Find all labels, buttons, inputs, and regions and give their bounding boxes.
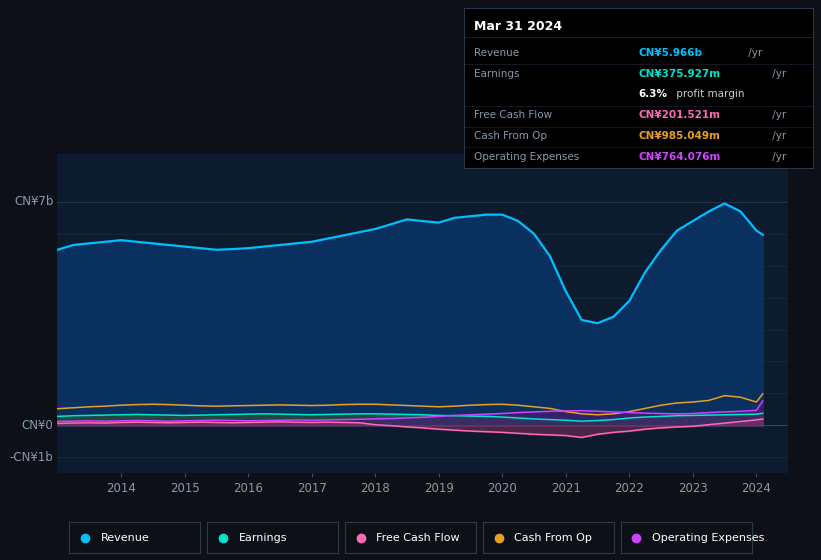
Text: Cash From Op: Cash From Op: [514, 533, 592, 543]
Text: Earnings: Earnings: [475, 68, 520, 78]
Text: CN¥0: CN¥0: [21, 419, 53, 432]
Text: Operating Expenses: Operating Expenses: [652, 533, 764, 543]
Text: CN¥764.076m: CN¥764.076m: [639, 152, 721, 162]
Text: 6.3%: 6.3%: [639, 90, 667, 99]
Text: Earnings: Earnings: [238, 533, 287, 543]
Text: CN¥5.966b: CN¥5.966b: [639, 48, 702, 58]
Text: -CN¥1b: -CN¥1b: [10, 451, 53, 464]
Text: /yr: /yr: [768, 110, 786, 120]
Text: /yr: /yr: [768, 68, 786, 78]
Text: CN¥7b: CN¥7b: [14, 195, 53, 208]
Text: /yr: /yr: [768, 152, 786, 162]
Text: Free Cash Flow: Free Cash Flow: [376, 533, 460, 543]
Text: CN¥201.521m: CN¥201.521m: [639, 110, 720, 120]
Text: profit margin: profit margin: [673, 90, 745, 99]
Text: Free Cash Flow: Free Cash Flow: [475, 110, 553, 120]
Text: /yr: /yr: [768, 131, 786, 141]
Text: Revenue: Revenue: [100, 533, 149, 543]
Text: Mar 31 2024: Mar 31 2024: [475, 20, 562, 32]
Text: Operating Expenses: Operating Expenses: [475, 152, 580, 162]
Text: Cash From Op: Cash From Op: [475, 131, 548, 141]
Text: Revenue: Revenue: [475, 48, 520, 58]
Text: CN¥375.927m: CN¥375.927m: [639, 68, 721, 78]
Text: CN¥985.049m: CN¥985.049m: [639, 131, 720, 141]
Text: /yr: /yr: [745, 48, 763, 58]
